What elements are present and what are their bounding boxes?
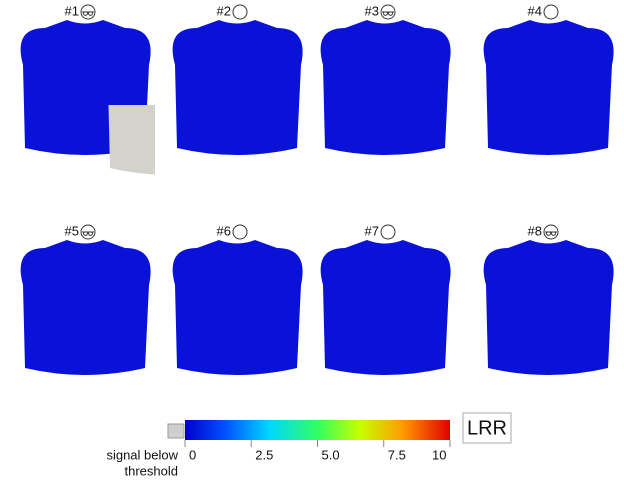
figure: LRR signal below threshold #1 #2 #3 #4 #5 #6 #… [0, 0, 624, 484]
panel-label: #3 [365, 3, 379, 18]
below-threshold-label: threshold [125, 463, 178, 478]
below-threshold-label: signal below [106, 447, 178, 462]
below-threshold-swatch [168, 424, 184, 438]
tick-label: 0 [189, 447, 196, 462]
tick-label: 2.5 [255, 447, 273, 462]
panel-label: #5 [65, 223, 79, 238]
colorbar-label: LRR [467, 417, 507, 439]
panel-label: #6 [217, 223, 231, 238]
torso [21, 240, 151, 375]
tick-label: 5.0 [322, 447, 340, 462]
torso [173, 240, 303, 375]
colorbar [185, 420, 450, 440]
torso [173, 20, 303, 155]
torso [321, 20, 451, 155]
panel-label: #4 [528, 3, 542, 18]
torso [321, 240, 451, 375]
panel-icon [381, 225, 395, 239]
panel-icon [82, 12, 94, 15]
panel-label: #1 [65, 3, 79, 18]
tick-label: 10 [432, 447, 446, 462]
panel-icon [233, 5, 247, 19]
panel-icon [82, 232, 94, 235]
torso [484, 20, 614, 155]
tick-label: 7.5 [388, 447, 406, 462]
panel-label: #7 [365, 223, 379, 238]
panel-icon [382, 12, 394, 15]
panel-label: #8 [528, 223, 542, 238]
panel-icon [544, 5, 558, 19]
panel-label: #2 [217, 3, 231, 18]
torso [484, 240, 614, 375]
panel-icon [545, 232, 557, 235]
panel-icon [233, 225, 247, 239]
